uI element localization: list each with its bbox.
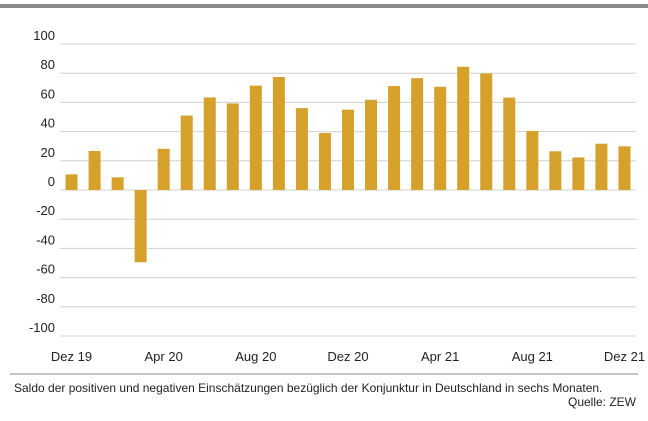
bar <box>365 99 378 190</box>
bar <box>111 177 124 190</box>
bar <box>618 146 631 190</box>
bar <box>411 78 424 190</box>
bar <box>480 73 493 190</box>
bar <box>526 131 539 190</box>
y-tick-label: -40 <box>36 232 55 247</box>
y-tick-label: 0 <box>48 174 55 189</box>
bar <box>572 157 585 190</box>
x-tick-label: Dez 19 <box>51 349 92 364</box>
bar <box>342 109 354 190</box>
bar <box>295 108 308 190</box>
x-tick-label: Dez 21 <box>604 349 645 364</box>
y-tick-label: 20 <box>41 145 55 160</box>
bar <box>88 151 101 190</box>
bar <box>318 133 331 190</box>
x-tick-label: Aug 21 <box>512 349 553 364</box>
y-tick-label: 40 <box>41 116 55 131</box>
x-tick-label: Apr 21 <box>421 349 459 364</box>
bar <box>388 86 401 190</box>
top-rule <box>0 4 648 8</box>
x-tick-label: Aug 20 <box>235 349 276 364</box>
source: Quelle: ZEW <box>567 395 636 409</box>
bar <box>203 97 216 190</box>
bar <box>180 115 193 190</box>
bar <box>226 103 239 190</box>
bar <box>503 97 516 190</box>
x-tick-label: Dez 20 <box>327 349 368 364</box>
caption: Saldo der positiven und negativen Einsch… <box>14 381 603 395</box>
bar <box>157 148 170 190</box>
y-tick-label: 60 <box>41 86 55 101</box>
y-tick-label: -20 <box>36 203 55 218</box>
bar <box>549 151 562 190</box>
bar <box>249 85 262 190</box>
bar <box>65 174 78 190</box>
y-tick-label: -100 <box>29 320 55 335</box>
y-tick-label: 80 <box>41 57 55 72</box>
bar <box>272 76 285 190</box>
y-tick-label: -60 <box>36 262 55 277</box>
bar <box>595 143 608 190</box>
y-tick-label: 100 <box>33 28 55 43</box>
x-tick-label: Apr 20 <box>145 349 183 364</box>
bar <box>434 86 447 190</box>
y-tick-label: -80 <box>36 291 55 306</box>
bar <box>457 66 470 190</box>
bar <box>134 190 147 263</box>
